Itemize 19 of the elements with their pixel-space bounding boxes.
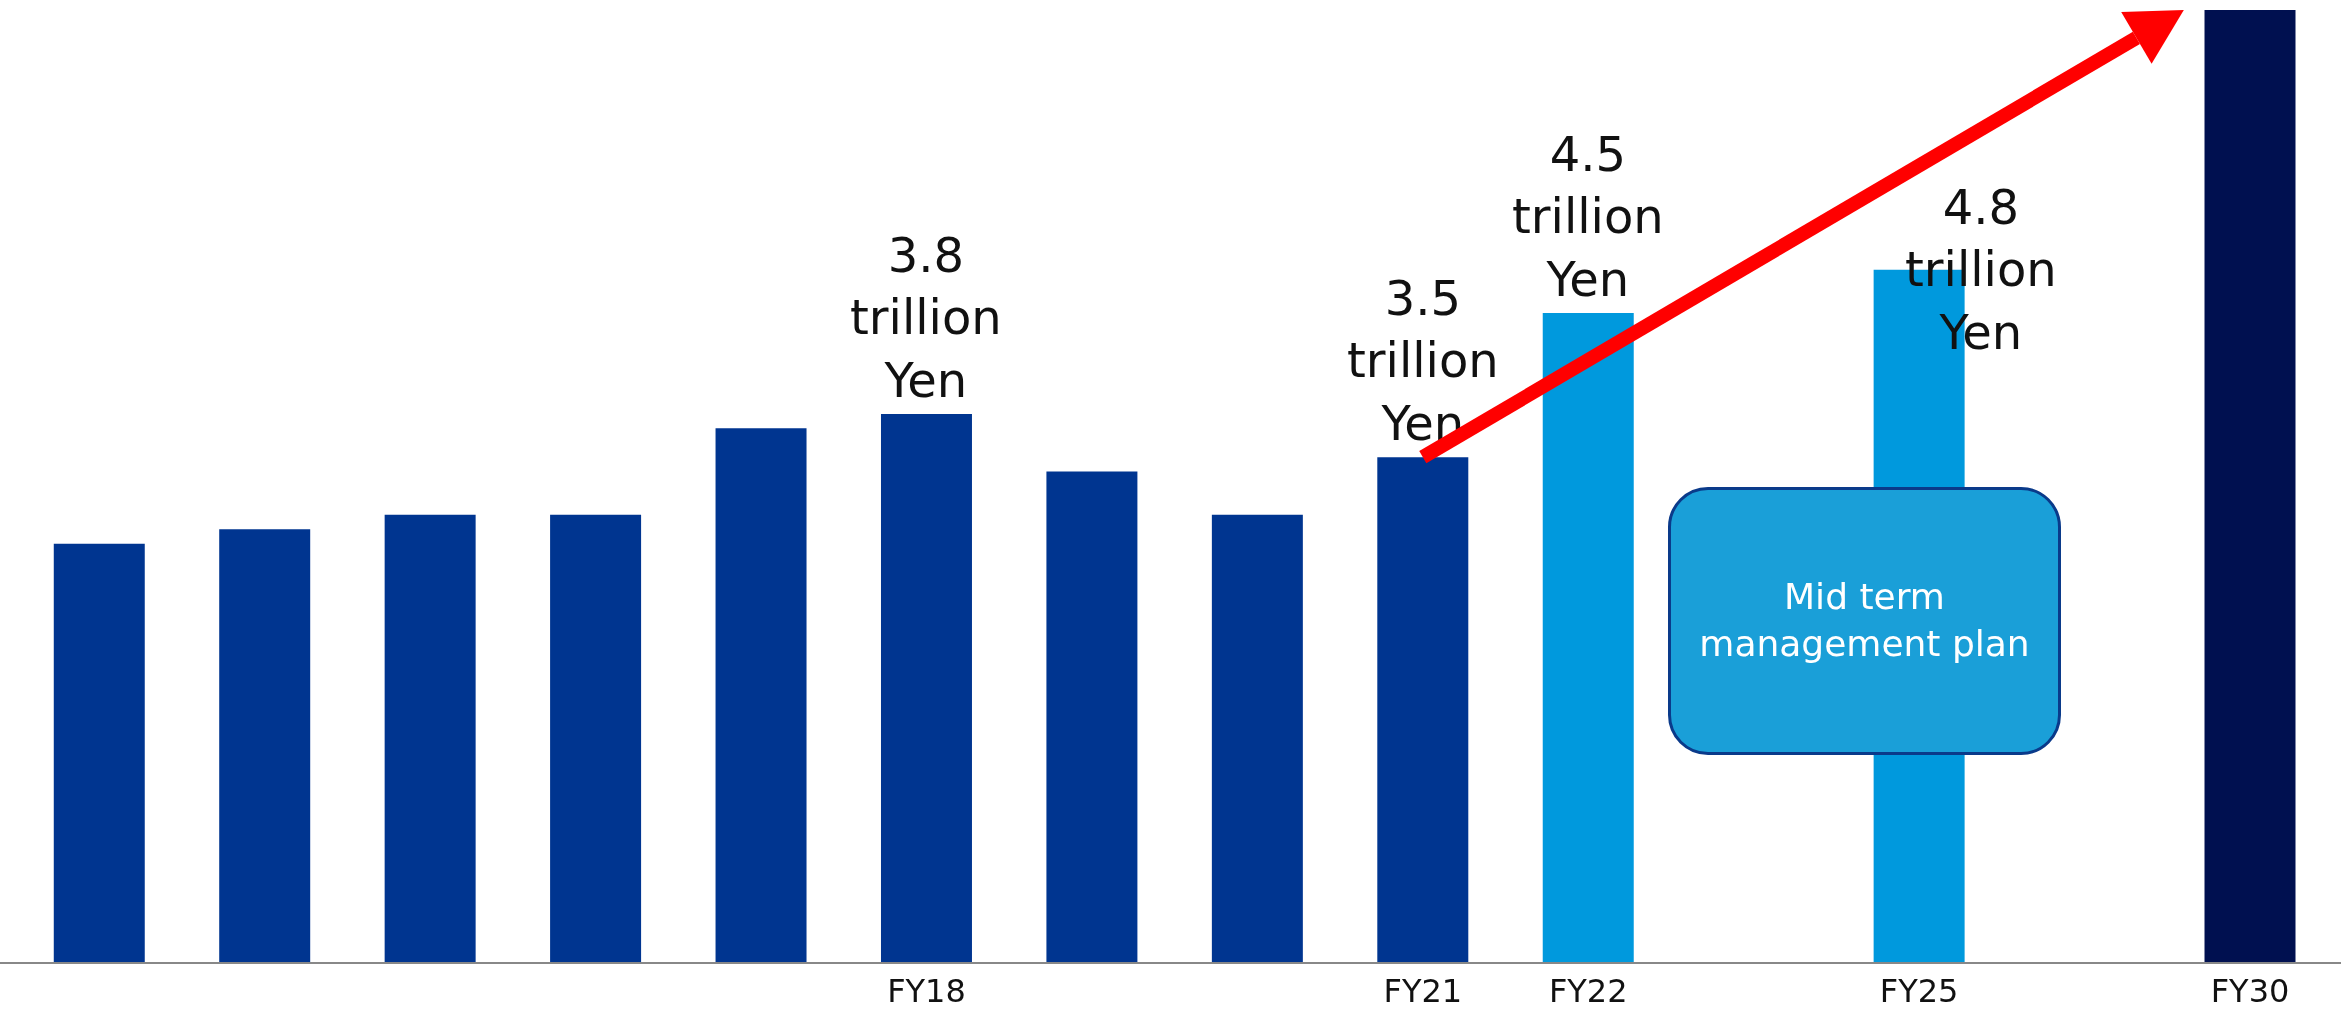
bar <box>1377 457 1469 962</box>
bar <box>219 529 311 962</box>
bar <box>1046 471 1138 962</box>
bar <box>2204 10 2296 962</box>
data-label: 3.8 trillion Yen <box>850 227 1002 408</box>
bar <box>550 514 642 962</box>
x-tick-label: FY30 <box>2210 972 2290 1011</box>
x-tick-label: FY18 <box>887 972 966 1011</box>
data-label: 4.5 trillion Yen <box>1512 126 1664 307</box>
bar <box>1542 312 1634 962</box>
bar <box>384 514 476 962</box>
bar <box>1211 514 1303 962</box>
text-box: Mid term management plan <box>1668 487 2061 755</box>
x-tick-label: FY25 <box>1879 972 1959 1011</box>
bar <box>715 428 807 962</box>
x-tick-label: FY22 <box>1548 972 1628 1011</box>
bar <box>880 413 972 962</box>
x-tick-label: FY21 <box>1383 972 1463 1011</box>
bar <box>53 543 145 962</box>
